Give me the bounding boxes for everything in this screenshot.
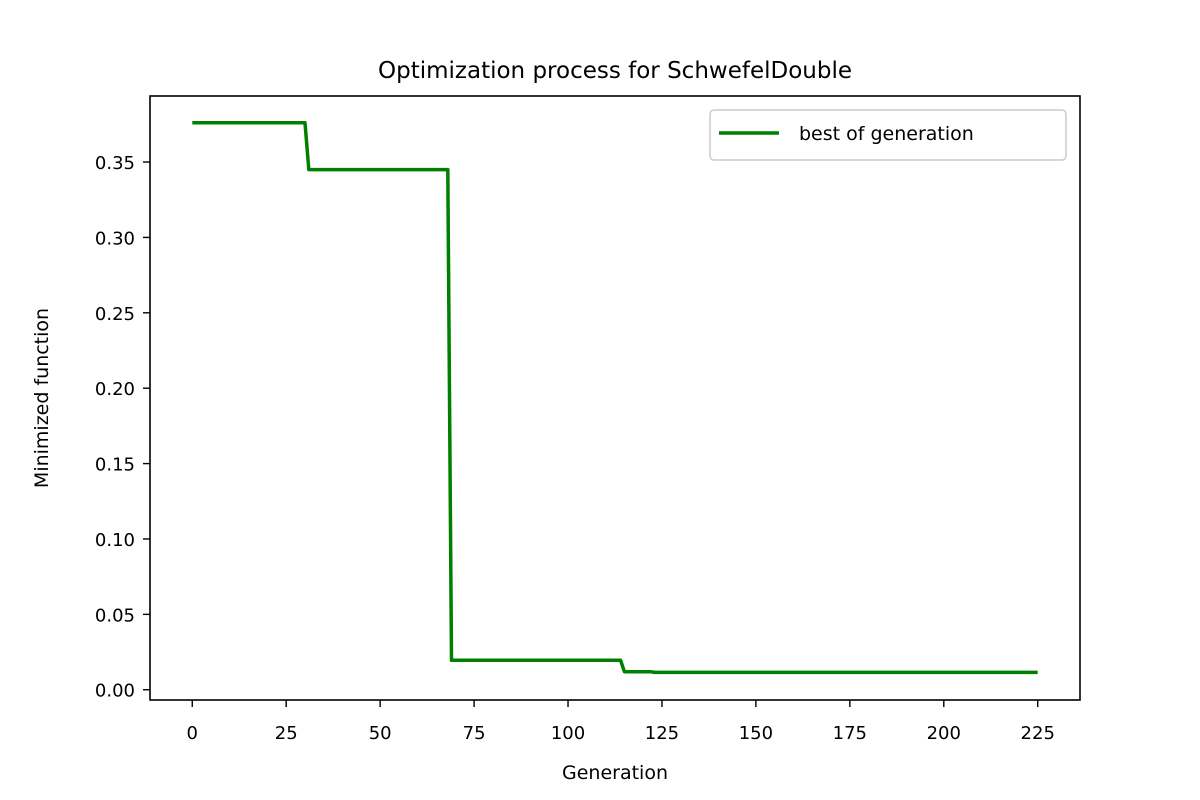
x-tick-label: 175 — [833, 723, 867, 744]
y-tick-label: 0.15 — [95, 455, 135, 476]
x-tick-label: 150 — [739, 723, 773, 744]
series-line-0 — [192, 121, 1038, 675]
series-layer — [192, 121, 1038, 675]
plot-area — [149, 95, 1081, 701]
x-axis-label: Generation — [562, 762, 668, 784]
y-tick-label: 0.10 — [95, 530, 135, 551]
x-axis: 0 25 50 75 100 125 150 175 200 225 — [187, 700, 1055, 744]
legend-label: best of generation — [799, 123, 974, 145]
x-tick-label: 25 — [275, 723, 298, 744]
legend-box — [709, 109, 1067, 161]
x-tick-label: 125 — [645, 723, 679, 744]
x-tick-label: 100 — [551, 723, 585, 744]
y-tick-label: 0.20 — [95, 379, 135, 400]
y-tick-label: 0.25 — [95, 304, 135, 325]
x-tick-label: 225 — [1021, 723, 1055, 744]
y-tick-label: 0.30 — [95, 228, 135, 249]
y-axis-label: Minimized function — [31, 308, 53, 488]
x-tick-label: 75 — [463, 723, 486, 744]
x-tick-label: 50 — [369, 723, 392, 744]
y-axis: 0.00 0.05 0.10 0.15 0.20 0.25 0.30 0.35 — [95, 153, 150, 702]
y-tick-label: 0.00 — [95, 681, 135, 702]
chart-title: Optimization process for SchwefelDouble — [378, 58, 852, 84]
x-tick-label: 0 — [187, 723, 198, 744]
y-tick-label: 0.05 — [95, 605, 135, 626]
legend: best of generation — [709, 109, 1067, 161]
x-tick-label: 200 — [927, 723, 961, 744]
y-tick-label: 0.35 — [95, 153, 135, 174]
